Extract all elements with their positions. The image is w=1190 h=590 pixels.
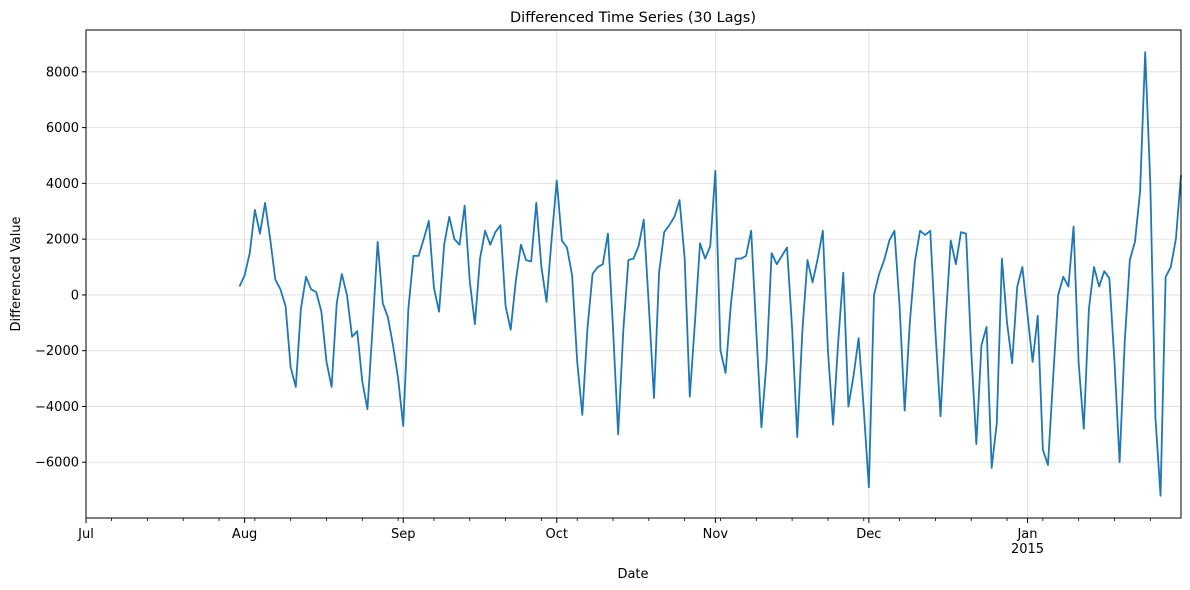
chart-title: Differenced Time Series (30 Lags) — [510, 10, 756, 26]
y-tick-label: −2000 — [35, 344, 79, 359]
x-tick-label: Aug — [232, 527, 257, 542]
grid-layer — [85, 30, 1181, 518]
plot-frame — [85, 29, 1182, 519]
y-tick-label: 8000 — [46, 65, 79, 80]
x-tick-label: Sep — [391, 527, 416, 542]
series-layer — [238, 51, 1182, 497]
y-axis-title: Differenced Value — [9, 216, 24, 331]
x-tick-label: Dec — [856, 527, 881, 542]
y-tick-label: 4000 — [46, 177, 79, 192]
series-line-0 — [238, 51, 1182, 497]
y-tick-label: 2000 — [46, 233, 79, 248]
y-tick-label: −6000 — [35, 456, 79, 471]
y-tick-label: −4000 — [35, 400, 79, 415]
x-tick-label: Jan — [1016, 527, 1037, 542]
y-axis: −6000 −4000 −2000 0 2000 4000 6000 8000 — [35, 65, 86, 471]
x-tick-label: Jul — [77, 527, 94, 542]
y-tick-label: 6000 — [46, 121, 79, 136]
x-tick-sublabel: 2015 — [1011, 542, 1044, 557]
x-tick-label: Oct — [546, 527, 568, 542]
y-tick-label: 0 — [71, 288, 79, 303]
x-tick-label: Nov — [703, 527, 729, 542]
x-axis-title: Date — [617, 567, 648, 582]
